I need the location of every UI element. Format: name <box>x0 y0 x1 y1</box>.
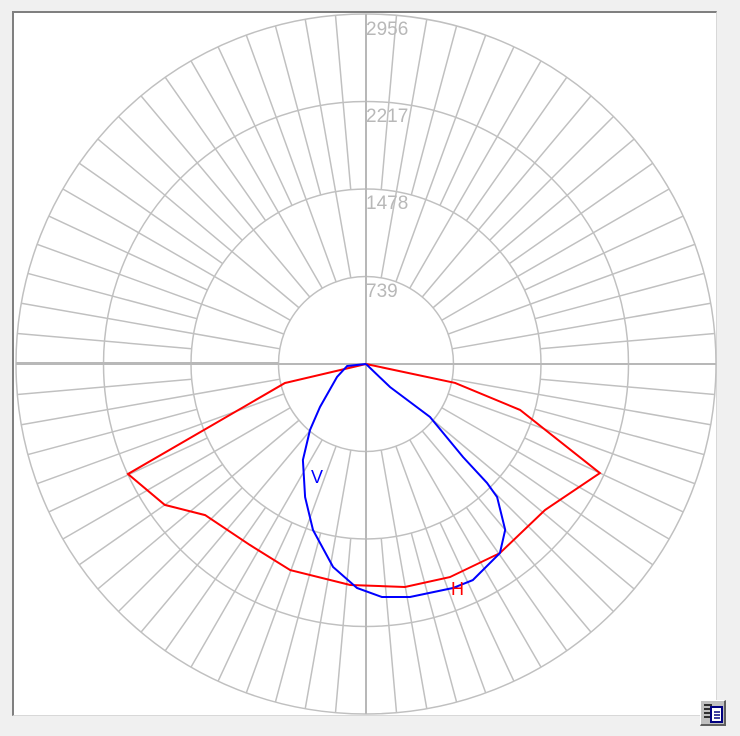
ring-labels: 739 1478 2217 2956 <box>366 19 408 302</box>
grid-spoke <box>432 419 635 590</box>
grid-spoke <box>304 19 352 278</box>
grid-spoke <box>524 437 684 513</box>
grid-spoke <box>164 506 267 652</box>
polar-grid <box>15 13 717 715</box>
grid-spoke <box>78 463 224 566</box>
grid-spoke <box>452 378 711 426</box>
series-label-v: V <box>311 467 323 487</box>
series-curve-h <box>126 363 602 589</box>
grid-spoke <box>97 419 300 590</box>
grid-spoke <box>410 25 458 196</box>
ring-label-3: 2217 <box>366 106 408 127</box>
grid-spoke <box>489 487 615 613</box>
grid-spoke <box>36 393 285 485</box>
grid-spoke <box>164 76 267 222</box>
grid-spoke <box>447 393 696 485</box>
list-document-icon <box>704 704 723 723</box>
grid-spoke <box>21 378 280 426</box>
grid-spoke <box>62 407 291 540</box>
grid-spoke <box>97 138 300 309</box>
grid-spoke <box>508 463 654 566</box>
grid-spoke <box>465 76 568 222</box>
grid-spoke <box>380 450 428 709</box>
grid-spoke <box>217 522 293 682</box>
grid-spoke <box>439 522 515 682</box>
grid-spoke <box>140 95 311 298</box>
series-label-h: H <box>451 579 464 599</box>
grid-spoke <box>334 538 352 713</box>
grid-spoke <box>27 408 198 456</box>
grid-spoke <box>17 332 192 350</box>
grid-spoke <box>78 162 224 265</box>
curves <box>126 363 602 598</box>
grid-spoke <box>441 407 670 540</box>
grid-spoke <box>21 302 280 350</box>
grid-spoke <box>421 430 592 633</box>
grid-spoke <box>380 15 398 190</box>
grid-spoke <box>380 19 428 278</box>
grid-spoke <box>380 538 398 713</box>
grid-spoke <box>27 272 198 320</box>
grid-spoke <box>36 243 285 335</box>
grid-spoke <box>489 115 615 241</box>
ring-label-4: 2956 <box>366 19 408 40</box>
ring-label-2: 1478 <box>366 193 408 214</box>
grid-spoke <box>274 532 322 703</box>
grid-spoke <box>245 34 337 283</box>
grid-spoke <box>447 243 696 335</box>
grid-spoke <box>534 408 705 456</box>
grid-spoke <box>334 15 352 190</box>
grid-spoke <box>274 25 322 196</box>
grid-spoke <box>432 138 635 309</box>
legend-button[interactable] <box>700 700 726 726</box>
grid-spoke <box>524 215 684 291</box>
grid-spoke <box>441 188 670 321</box>
series-curve-v <box>301 363 507 598</box>
grid-spoke <box>395 445 487 694</box>
grid-spoke <box>217 46 293 206</box>
grid-spoke <box>140 430 311 633</box>
ring-label-1: 739 <box>366 281 398 302</box>
grid-spoke <box>439 46 515 206</box>
grid-spoke <box>48 215 208 291</box>
grid-spoke <box>62 188 291 321</box>
grid-spoke <box>395 34 487 283</box>
grid-spoke <box>508 162 654 265</box>
grid-spoke <box>409 60 542 289</box>
grid-spoke <box>534 272 705 320</box>
grid-spoke <box>17 378 192 396</box>
grid-spoke <box>409 439 542 668</box>
grid-spoke <box>190 439 323 668</box>
grid-spoke <box>452 302 711 350</box>
grid-spoke <box>540 332 715 350</box>
grid-spoke <box>117 487 243 613</box>
grid-spoke <box>117 115 243 241</box>
grid-spoke <box>410 532 458 703</box>
grid-spoke <box>421 95 592 298</box>
grid-spoke <box>540 378 715 396</box>
grid-spoke <box>190 60 323 289</box>
grid-spoke <box>465 506 568 652</box>
